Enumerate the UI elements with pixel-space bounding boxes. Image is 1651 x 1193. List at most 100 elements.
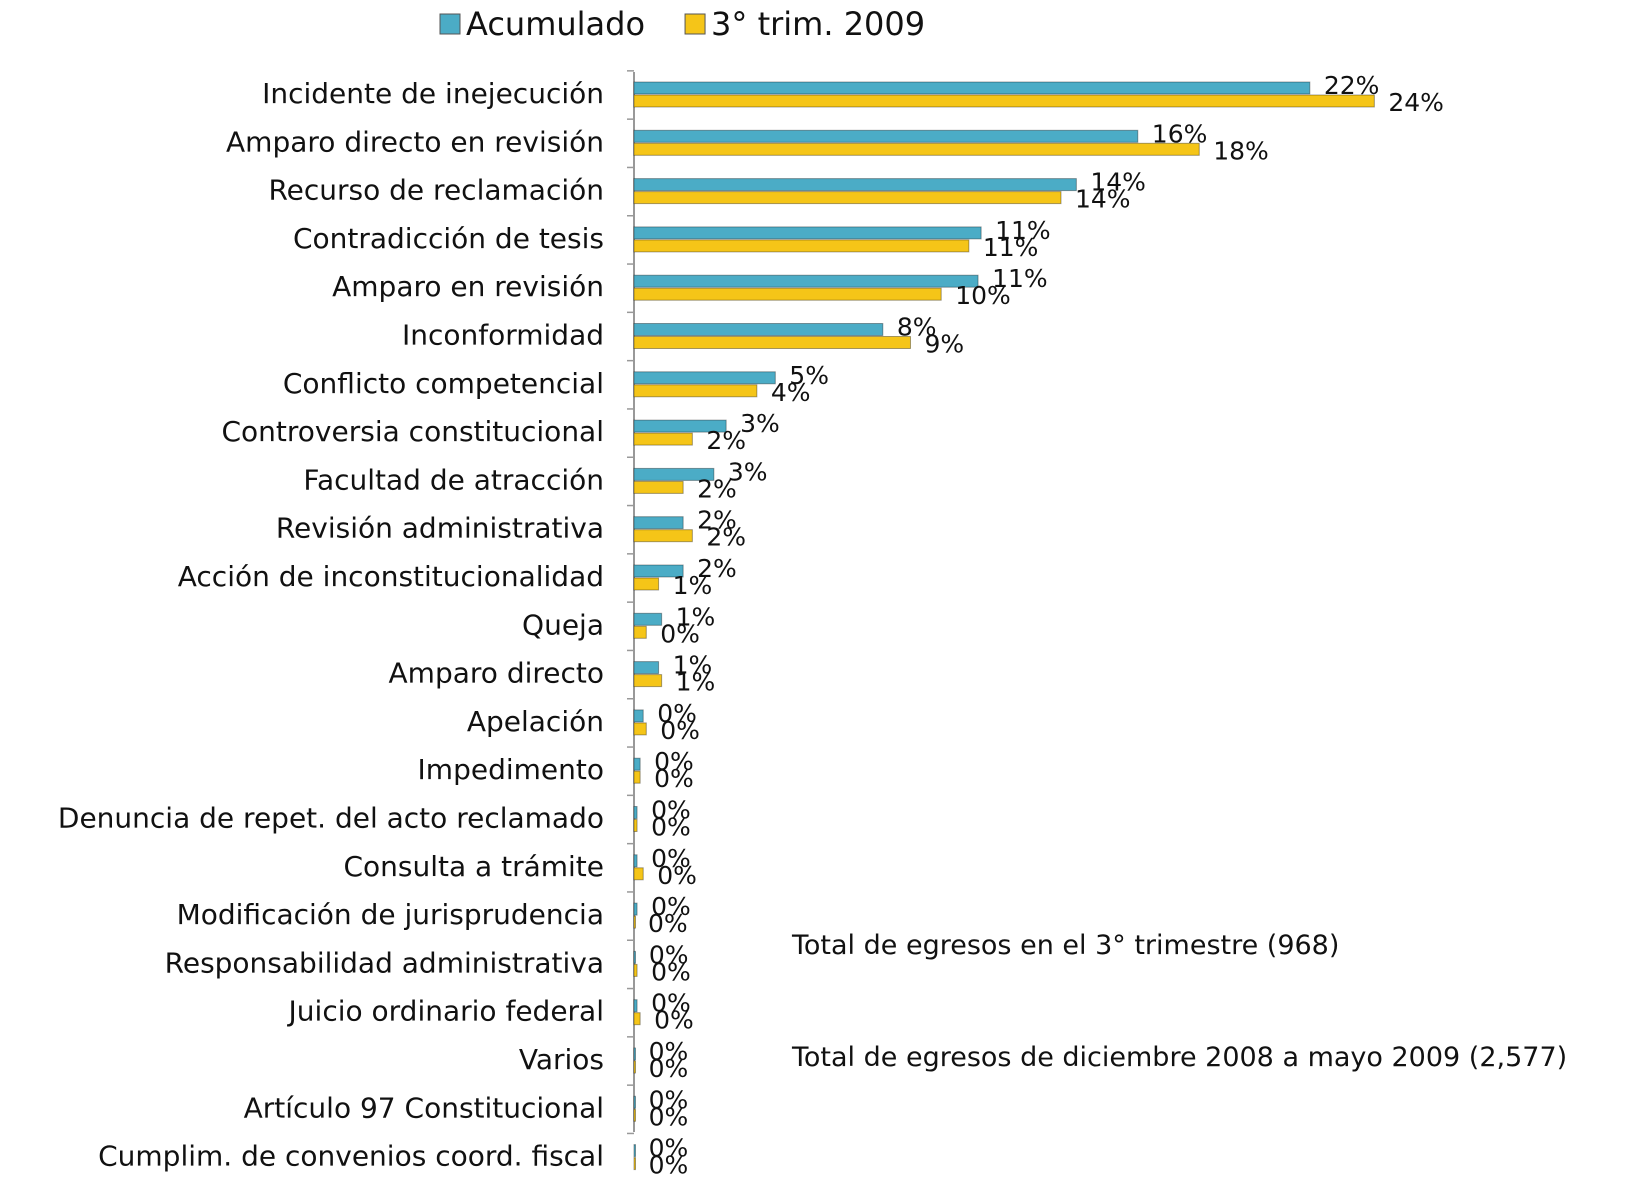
data-label: 0% [651, 796, 691, 825]
bar [633, 239, 970, 253]
category-label: Recurso de reclamación [268, 174, 604, 207]
data-label: 2% [706, 523, 746, 552]
data-label: 11% [995, 216, 1051, 245]
data-label: 0% [651, 892, 691, 921]
data-label: 18% [1213, 136, 1269, 165]
bar [633, 480, 684, 494]
category-label: Queja [522, 608, 604, 641]
bar [633, 323, 884, 336]
category-label: Contradicción de tesis [293, 222, 604, 255]
legend-swatch [439, 13, 461, 35]
data-label: 14% [1090, 168, 1146, 197]
bar [633, 1157, 636, 1171]
category-label: Apelación [467, 705, 604, 738]
data-label: 0% [660, 716, 700, 745]
data-label: 0% [654, 764, 694, 793]
data-label: 1% [676, 668, 716, 697]
bar [633, 625, 647, 639]
category-label: Controversia constitucional [222, 415, 605, 448]
data-label: 11% [983, 233, 1039, 262]
data-label: 0% [654, 747, 694, 776]
data-label: 1% [673, 651, 713, 680]
bar [633, 963, 638, 977]
data-label: 0% [649, 1102, 689, 1131]
data-label: 2% [697, 474, 737, 503]
data-label: 0% [648, 909, 688, 938]
data-label: 0% [657, 699, 697, 728]
data-label: 24% [1388, 88, 1444, 117]
data-label: 1% [673, 571, 713, 600]
data-label: 0% [649, 1134, 689, 1163]
bar [633, 274, 979, 288]
bar [633, 81, 1311, 95]
bar [633, 287, 942, 301]
data-label: 2% [706, 426, 746, 455]
bar [633, 1012, 641, 1026]
data-label: 1% [676, 602, 716, 631]
bar [633, 432, 693, 446]
data-label: 0% [651, 989, 691, 1018]
bar [633, 564, 684, 578]
data-label: 5% [789, 361, 829, 390]
data-label: 0% [657, 861, 697, 890]
category-label: Acción de inconstitucionalidad [178, 560, 604, 593]
data-label: 11% [992, 264, 1048, 293]
category-label: Artículo 97 Constitucional [244, 1091, 604, 1124]
data-label: 3% [740, 409, 780, 438]
bar [633, 806, 638, 819]
bar [633, 757, 641, 771]
bar [633, 1108, 636, 1122]
bar [633, 142, 1200, 156]
category-label: Facultad de atracción [303, 463, 604, 496]
category-label: Consulta a trámite [343, 850, 604, 883]
bar [633, 915, 636, 929]
category-label: Incidente de inejecución [262, 77, 604, 110]
data-label: 0% [654, 1006, 694, 1035]
category-label: Revisión administrativa [276, 512, 604, 545]
bar [633, 336, 911, 349]
bar [633, 709, 644, 723]
bar [633, 419, 727, 433]
category-label: Modificación de jurisprudencia [177, 898, 604, 931]
bar [633, 577, 660, 591]
data-label: 3% [728, 457, 768, 486]
data-label: 0% [660, 619, 700, 648]
category-label: Amparo en revisión [332, 270, 604, 303]
bar [633, 902, 638, 916]
data-label: 10% [955, 281, 1011, 310]
bar [633, 1095, 636, 1109]
bar [633, 226, 982, 240]
bar [633, 722, 647, 736]
bar [633, 950, 636, 964]
category-label: Juicio ordinario federal [287, 995, 604, 1028]
bar [633, 1144, 636, 1158]
bar [633, 1047, 636, 1061]
legend-label: 3° trim. 2009 [711, 5, 925, 43]
bar [633, 612, 663, 626]
category-label: Responsabilidad administrativa [165, 946, 604, 979]
data-label: 0% [649, 1085, 689, 1114]
bar [633, 661, 660, 675]
legend-label: Acumulado [466, 5, 645, 43]
category-label: Impedimento [418, 753, 604, 786]
category-label: Amparo directo [389, 657, 604, 690]
bar [633, 384, 758, 398]
bar [633, 674, 663, 688]
data-label: 4% [771, 378, 811, 407]
annotation: Total de egresos en el 3° trimestre (968… [792, 930, 1340, 961]
legend-swatch [684, 13, 706, 35]
data-label: 0% [649, 1054, 689, 1083]
category-label: Varios [519, 1043, 604, 1076]
bar [633, 770, 641, 784]
category-label: Denuncia de repet. del acto reclamado [58, 802, 604, 835]
data-label: 9% [924, 330, 964, 359]
data-label: 0% [651, 844, 691, 873]
bar [633, 529, 693, 543]
bar [633, 867, 644, 881]
data-label: 2% [697, 554, 737, 583]
bar [633, 516, 684, 530]
data-label: 0% [649, 1151, 689, 1180]
data-label: 0% [651, 813, 691, 842]
